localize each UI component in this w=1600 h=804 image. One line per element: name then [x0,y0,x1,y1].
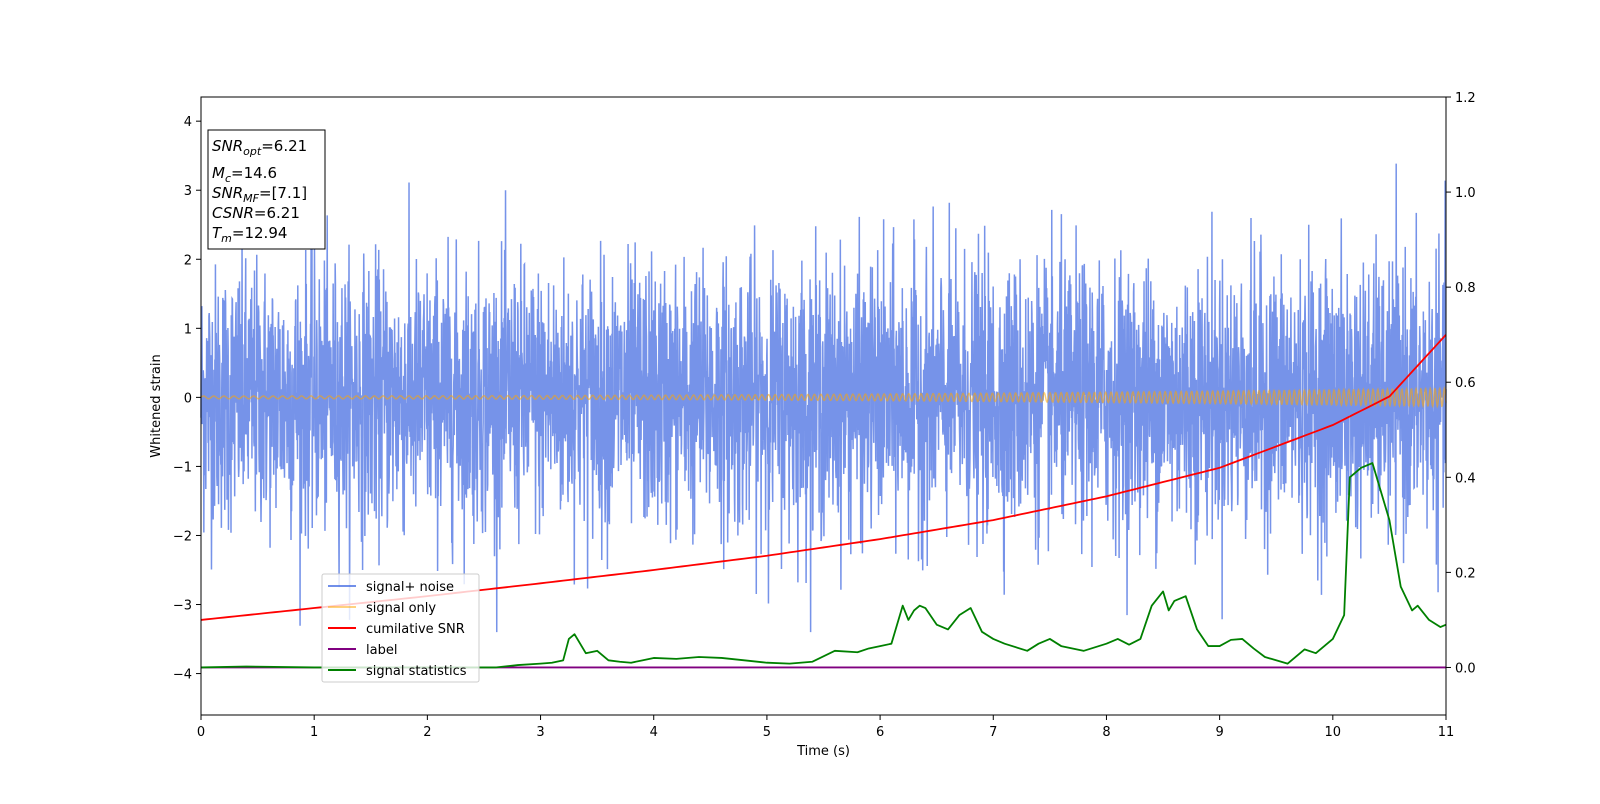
legend-label-signal-statistics: signal statistics [366,664,467,679]
x-tick-label: 10 [1325,725,1342,740]
y-tick-label: −2 [173,529,192,544]
x-tick-label: 2 [423,725,431,740]
y-tick-label: 4 [184,115,192,130]
annotation-line-tm: Tm=12.94 [212,224,287,245]
x-tick-label: 6 [876,725,884,740]
x-axis-label: Time (s) [796,744,850,759]
x-tick-label: 8 [1102,725,1110,740]
annotation-line-csnr: CSNR=6.21 [212,204,300,222]
legend-label-cumulative-snr: cumilative SNR [366,622,465,637]
annotation-line-snr-mf: SNRMF=[7.1] [212,184,307,205]
x-tick-label: 5 [763,725,771,740]
x-tick-label: 9 [1215,725,1223,740]
x-tick-label: 0 [197,725,205,740]
series-signal-statistics [200,462,1447,669]
noise-layer [200,163,1447,633]
y-axis-label: Whitened strain [149,354,164,457]
y2-tick-label: 0.2 [1455,566,1476,581]
y-tick-label: −4 [173,668,192,683]
stats-annotation: SNRopt=6.21 Mc=14.6 SNRMF=[7.1] CSNR=6.2… [207,129,326,250]
axes-layer: 0 1 2 3 4 5 6 7 8 9 10 1143210−1−2−3−41.21.00.80.60… [173,91,1476,740]
annotation-frame [207,129,326,250]
annotation-line-snr-opt: SNRopt=6.21 [212,137,307,158]
y2-tick-label: 0.0 [1455,661,1476,676]
y-tick-label: 2 [184,253,192,268]
legend-label-signal-noise: signal+ noise [366,580,454,595]
legend-label-signal-only: signal only [366,601,436,616]
x-tick-label: 1 [310,725,318,740]
y-tick-label: 3 [184,184,192,199]
annotation-line-mc: Mc=14.6 [212,164,277,185]
y2-tick-label: 1.0 [1455,186,1476,201]
y-tick-label: −1 [173,460,192,475]
y-tick-label: 1 [184,322,192,337]
legend-frame [321,573,480,683]
legend-label-label: label [366,643,397,658]
y2-tick-label: 0.8 [1455,281,1476,296]
y2-tick-label: 1.2 [1455,91,1476,106]
y-tick-label: −3 [173,599,192,614]
x-tick-label: 11 [1438,725,1455,740]
y2-tick-label: 0.6 [1455,376,1476,391]
x-tick-label: 3 [536,725,544,740]
x-tick-label: 4 [650,725,658,740]
x-tick-label: 7 [989,725,997,740]
series-signal-noise [200,163,1447,633]
series-signal-only [200,385,1447,409]
y2-tick-label: 0.4 [1455,471,1476,486]
legend: signal+ noise signal only cumilative SNR… [321,573,480,683]
y-tick-label: 0 [184,391,192,406]
plot-frame [200,96,1447,716]
